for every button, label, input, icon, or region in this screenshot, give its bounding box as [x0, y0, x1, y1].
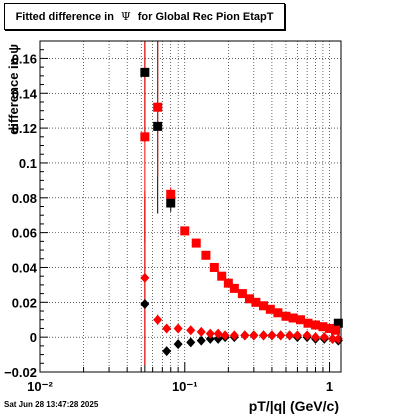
- y-tick-label: 0.06: [12, 226, 37, 241]
- data-point-diamond: [328, 333, 338, 344]
- y-tick-label: 0.16: [12, 51, 37, 66]
- data-point-diamond: [173, 339, 183, 350]
- data-point-diamond: [213, 328, 223, 339]
- data-point-diamond: [311, 332, 321, 343]
- data-point-square: [153, 121, 163, 131]
- data-point-square: [166, 189, 176, 199]
- data-point-diamond: [186, 337, 196, 348]
- data-point-square: [288, 313, 298, 323]
- data-point-square: [229, 283, 239, 293]
- data-point-diamond: [196, 335, 206, 346]
- data-point-square: [153, 102, 163, 112]
- data-point-square: [251, 297, 261, 307]
- chart-title: Fitted difference in Ψ for Global Rec Pi…: [4, 3, 285, 30]
- data-point-diamond: [319, 332, 329, 343]
- y-tick-label: 0.14: [12, 86, 38, 101]
- data-point-square: [140, 67, 150, 77]
- y-tick-label: 0.02: [12, 295, 37, 310]
- chart-title-prefix: Fitted difference in: [15, 11, 114, 23]
- data-point-diamond: [259, 330, 269, 341]
- y-axis-label: difference in ψ: [6, 44, 21, 135]
- data-point-diamond: [276, 330, 286, 341]
- data-point-square: [333, 318, 343, 328]
- data-point-square: [140, 132, 150, 142]
- data-point-diamond: [196, 326, 206, 337]
- data-point-diamond: [162, 323, 172, 334]
- chart-title-suffix: for Global Rec Pion EtapT: [137, 11, 274, 23]
- data-point-square: [217, 271, 227, 281]
- data-point-square: [273, 308, 283, 318]
- x-tick-label: 10⁻²: [27, 379, 53, 394]
- data-point-diamond: [140, 272, 150, 283]
- chart-title-symbol: Ψ: [121, 10, 131, 23]
- data-point-square: [237, 289, 247, 299]
- grid: [39, 41, 341, 373]
- data-point-diamond: [153, 314, 163, 325]
- y-tick-label: 0.1: [19, 156, 37, 171]
- data-point-square: [325, 323, 335, 333]
- data-point-square: [209, 262, 219, 272]
- data-point-diamond: [249, 330, 259, 341]
- axes: 10⁻² 10⁻¹ 1 −0.02 0 0.02 0.04 0.06 0.08 0.1 0.12 0.…: [4, 40, 342, 394]
- data-point-square: [166, 198, 176, 208]
- data-point-square: [265, 304, 275, 314]
- x-axis-label: pT/|q| (GeV/c): [249, 398, 339, 414]
- data-point-square: [303, 318, 313, 328]
- data-point-diamond: [285, 330, 295, 341]
- data-point-diamond: [220, 330, 230, 341]
- data-point-square: [331, 325, 341, 335]
- data-point-square: [318, 322, 328, 332]
- y-tick-label: 0.08: [12, 191, 37, 206]
- data-point-diamond: [302, 330, 312, 341]
- data-point-diamond: [205, 328, 215, 339]
- data-point-square: [259, 301, 269, 311]
- data-markers: [140, 67, 343, 357]
- data-point-diamond: [267, 330, 277, 341]
- data-point-diamond: [162, 346, 172, 357]
- y-tick-label: 0.12: [12, 121, 37, 136]
- data-point-diamond: [140, 299, 150, 310]
- data-point-diamond: [240, 330, 250, 341]
- data-point-diamond: [292, 330, 302, 341]
- data-point-square: [311, 320, 321, 330]
- data-point-diamond: [186, 325, 196, 336]
- data-point-square: [245, 294, 255, 304]
- data-point-square: [201, 250, 211, 260]
- data-point-diamond: [213, 333, 223, 344]
- data-point-diamond: [205, 333, 215, 344]
- y-tick-label: 0.04: [12, 260, 38, 275]
- y-tick-label: 0: [30, 330, 37, 345]
- data-point-diamond: [173, 323, 183, 334]
- data-point-square: [295, 315, 305, 325]
- data-point-diamond: [229, 330, 239, 341]
- data-point-square: [223, 278, 233, 288]
- data-point-square: [281, 311, 291, 321]
- y-tick-label: −0.02: [4, 365, 37, 380]
- data-point-square: [191, 238, 201, 248]
- timestamp: Sat Jun 28 13:47:28 2025: [4, 400, 99, 409]
- x-tick-label: 10⁻¹: [172, 379, 198, 394]
- x-tick-label: 1: [326, 379, 333, 394]
- data-point-square: [180, 226, 190, 236]
